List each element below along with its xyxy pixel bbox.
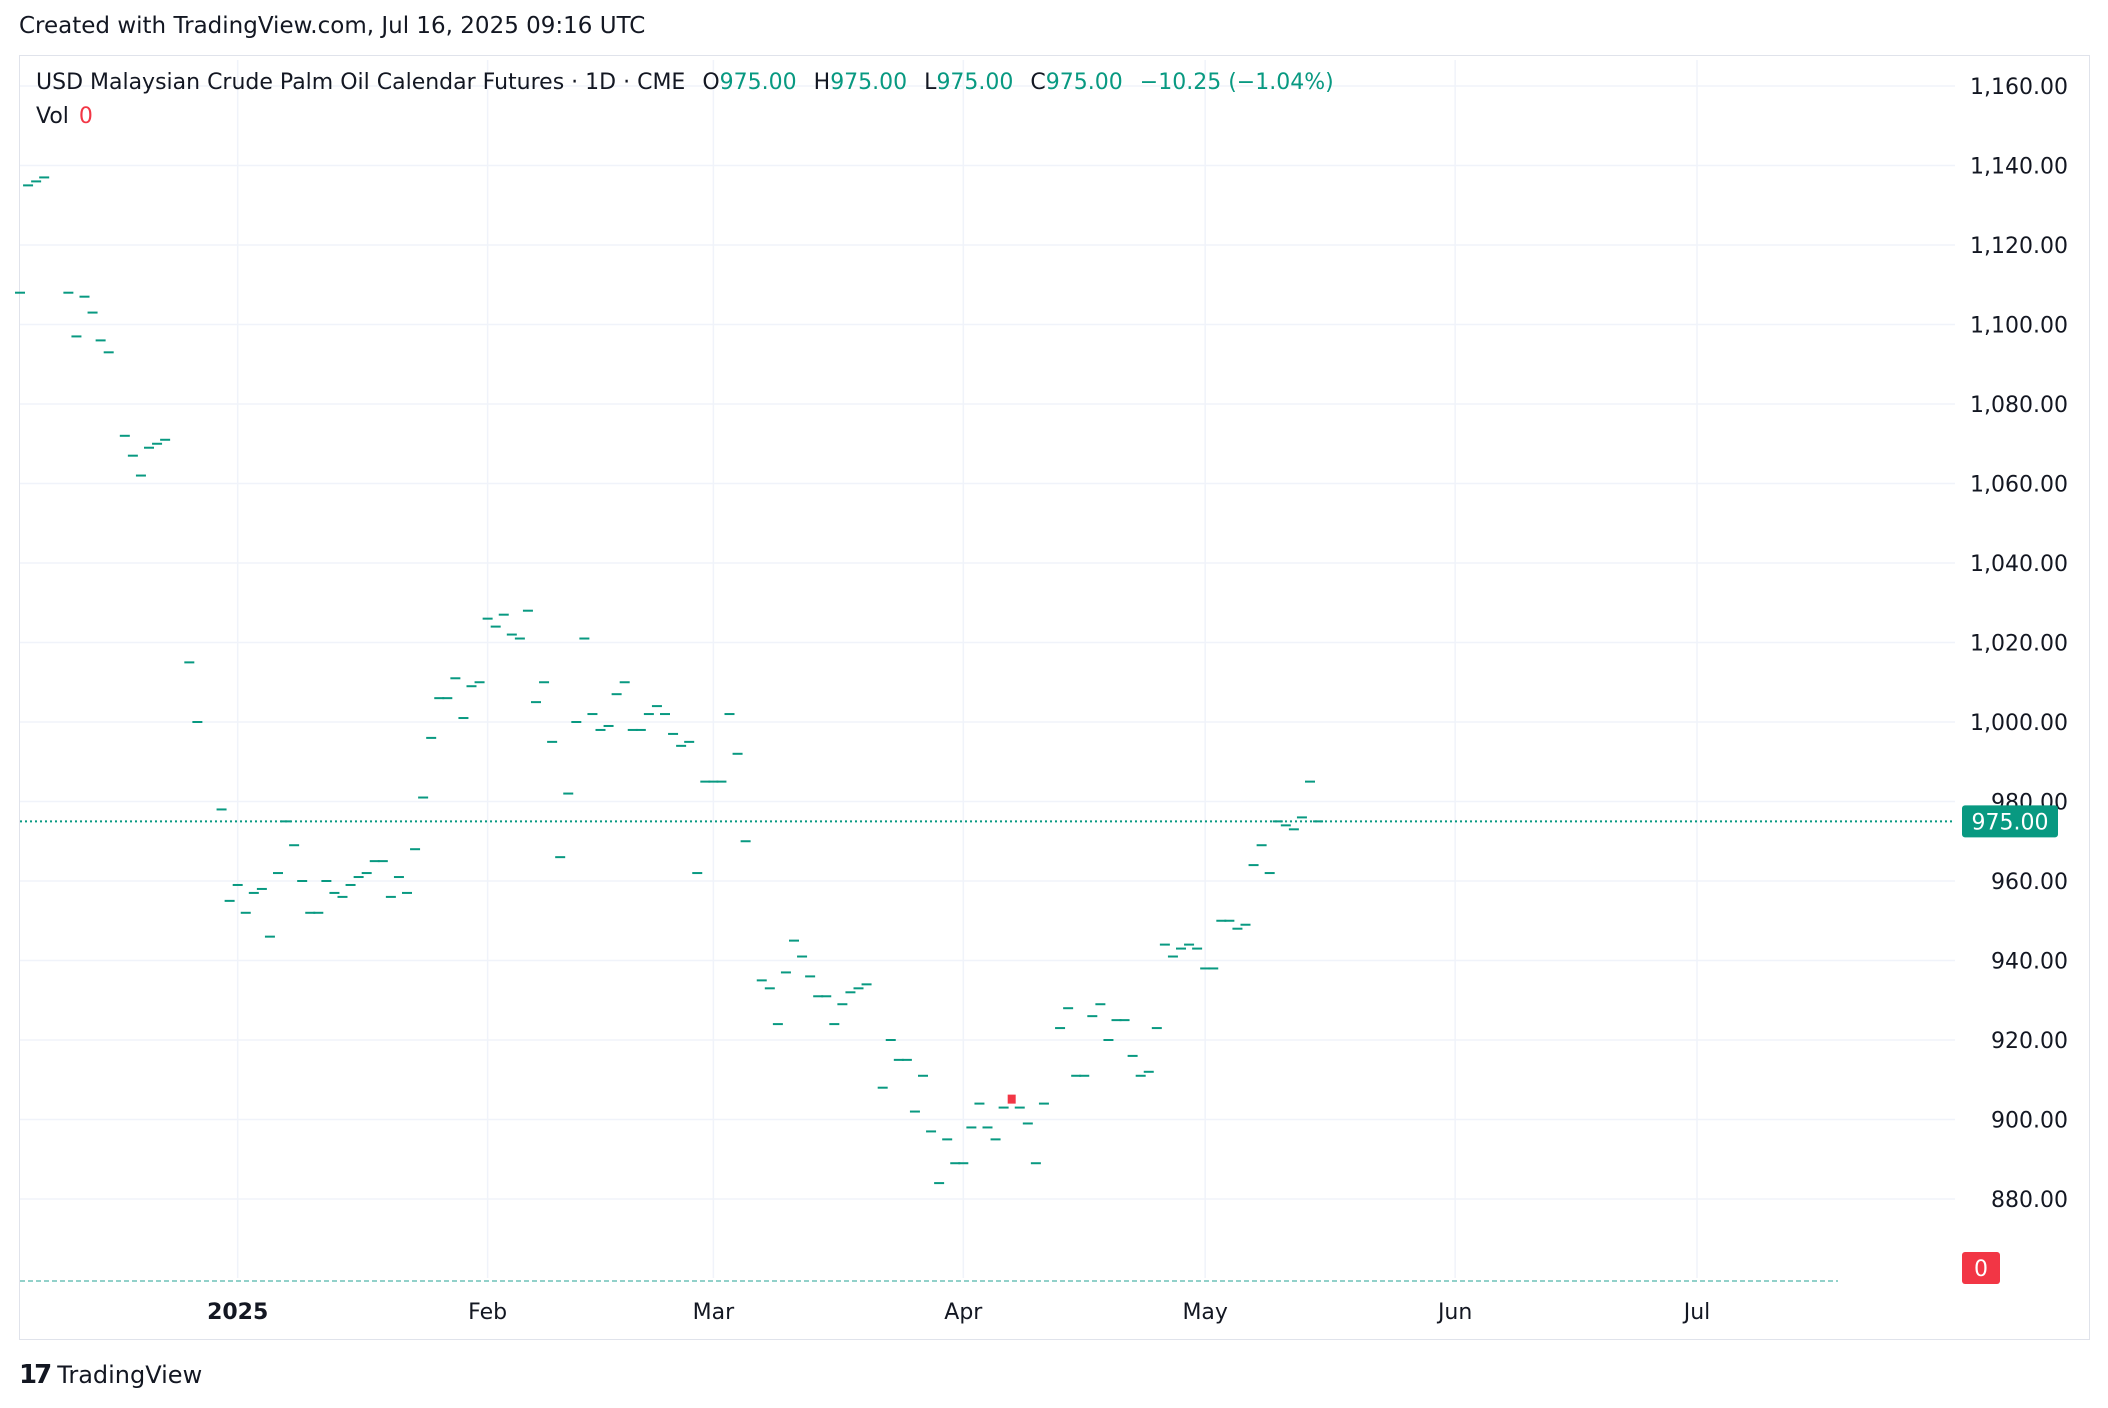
tradingview-wordmark: TradingView: [57, 1361, 203, 1389]
y-tick-label: 1,080.00: [1970, 393, 2068, 418]
y-tick-label: 900.00: [1991, 1109, 2068, 1134]
high-label: H: [813, 70, 831, 95]
last-price-label: 975.00: [1972, 810, 2049, 835]
tradingview-logo[interactable]: 17 TradingView: [19, 1360, 202, 1390]
y-tick-label: 1,000.00: [1970, 711, 2068, 736]
chart-frame: [19, 55, 2090, 1340]
x-tick-label: May: [1182, 1300, 1227, 1325]
y-tick-label: 1,100.00: [1970, 314, 2068, 339]
y-tick-label: 880.00: [1991, 1188, 2068, 1213]
open-label: O: [702, 70, 720, 95]
x-axis: 2025 Feb Mar Apr May Jun Jul: [207, 1300, 1710, 1325]
y-tick-label: 1,060.00: [1970, 473, 2068, 498]
symbol-legend[interactable]: USD Malaysian Crude Palm Oil Calendar Fu…: [36, 70, 1334, 95]
x-tick-label: Jul: [1682, 1300, 1711, 1325]
symbol-name: USD Malaysian Crude Palm Oil Calendar Fu…: [36, 70, 686, 95]
tradingview-logo-icon: 17: [19, 1360, 52, 1390]
last-volume-label: 0: [1974, 1257, 1988, 1282]
last-volume-badge: [1962, 1252, 2000, 1284]
created-with-caption: Created with TradingView.com, Jul 16, 20…: [19, 13, 646, 39]
y-tick-label: 1,040.00: [1970, 552, 2068, 577]
y-tick-label: 1,120.00: [1970, 234, 2068, 259]
open-value: 975.00: [719, 70, 797, 95]
volume-label: Vol: [36, 104, 69, 129]
low-label: L: [924, 70, 937, 95]
x-tick-label: Apr: [944, 1300, 983, 1325]
y-axis: 1,160.00 1,140.00 1,120.00 1,100.00 1,080.00…: [1970, 75, 2068, 1213]
last-price-badge: [1962, 805, 2058, 838]
x-tick-label: Mar: [693, 1300, 735, 1325]
high-value: 975.00: [830, 70, 908, 95]
close-value: 975.00: [1045, 70, 1123, 95]
last-price-marker: 975.00 0: [20, 805, 2058, 1284]
y-tick-label: 960.00: [1991, 870, 2068, 895]
y-tick-label: 920.00: [1991, 1029, 2068, 1054]
y-tick-label: 1,160.00: [1970, 75, 2068, 100]
x-tick-label: Jun: [1436, 1300, 1472, 1325]
x-tick-label: Feb: [468, 1300, 507, 1325]
x-tick-label: 2025: [207, 1300, 268, 1325]
y-tick-label: 940.00: [1991, 950, 2068, 975]
change-value: −10.25 (−1.04%): [1139, 70, 1334, 95]
y-tick-label: 1,140.00: [1970, 155, 2068, 180]
grid: [20, 60, 1955, 1278]
close-label: C: [1030, 70, 1046, 95]
y-tick-label: 1,020.00: [1970, 632, 2068, 657]
low-value: 975.00: [936, 70, 1014, 95]
ohlc-bar: [1007, 1094, 1016, 1104]
volume-value: 0: [78, 104, 93, 129]
ohlc-bars: [15, 176, 1324, 1185]
volume-legend[interactable]: Vol 0: [36, 104, 93, 129]
